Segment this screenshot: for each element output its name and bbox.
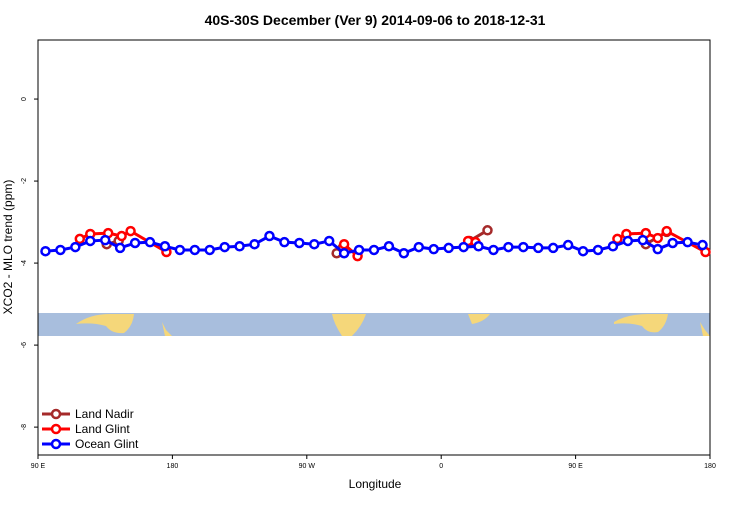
data-point [338,247,350,259]
data-point [159,241,171,252]
data-point [612,233,623,245]
data-point [562,239,574,251]
y-tick-label: -2 [21,178,28,184]
data-point [697,239,708,251]
data-point [622,235,634,247]
x-tick-label: 90 E [568,463,583,470]
x-axis-label: Longitude [349,477,402,491]
x-tick-label: 90 W [299,463,316,470]
data-point [114,242,126,254]
plot-frame [37,39,711,456]
data-point [652,232,663,244]
data-point [125,225,136,237]
data-point [338,238,350,250]
data-point [74,233,86,245]
legend-marker [50,408,62,420]
data-point [458,241,469,253]
data-point [667,237,678,249]
x-tick-label: 180 [704,463,716,470]
data-point [383,241,395,252]
data-point [488,244,499,256]
data-point [482,225,493,236]
data-point [70,241,81,253]
legend-label: Land Nadir [75,407,134,421]
x-tick-label: 90 E [31,463,46,470]
data-point [294,237,305,249]
x-tick-label: 180 [167,463,179,470]
data-point [99,234,111,246]
data-point [144,236,156,248]
data-point [473,241,484,252]
data-point [682,236,693,248]
y-tick-label: 0 [21,97,28,101]
series-line [79,229,707,258]
data-point [607,241,619,252]
data-point [85,235,96,247]
data-point [116,230,127,242]
data-point [189,244,201,256]
data-point [428,243,439,255]
data-point [368,244,380,256]
data-point [129,237,141,249]
map-strip [38,313,710,336]
data-point [55,244,66,256]
data-point [219,241,230,253]
data-point [353,244,365,256]
y-axis-label: XCO2 - MLO trend (ppm) [1,180,15,315]
legend-label: Ocean Glint [75,437,139,451]
data-point [518,241,529,253]
data-point [398,247,410,259]
data-point [264,230,275,242]
data-point [279,236,290,248]
chart-title: 40S-30S December (Ver 9) 2014-09-06 to 2… [205,12,546,28]
data-point [592,244,604,256]
data-point [577,245,589,257]
data-point [309,238,320,250]
data-point [661,225,672,237]
data-point [234,241,245,252]
data-point [652,243,663,255]
data-point [40,245,51,257]
data-point [443,242,454,254]
x-tick-label: 0 [439,463,443,470]
legend-marker [50,438,62,450]
legend-marker [50,423,62,435]
data-point [204,244,215,256]
data-point [637,234,649,246]
data-point [547,242,559,254]
data-point [174,244,186,256]
legend-label: Land Glint [75,422,130,436]
data-point [249,238,260,250]
y-tick-label: -6 [21,342,28,348]
data-point [533,242,544,254]
y-tick-label: -8 [21,424,28,430]
y-tick-label: -4 [21,260,28,266]
data-point [323,235,335,247]
data-point [413,241,425,253]
data-point [503,241,514,253]
